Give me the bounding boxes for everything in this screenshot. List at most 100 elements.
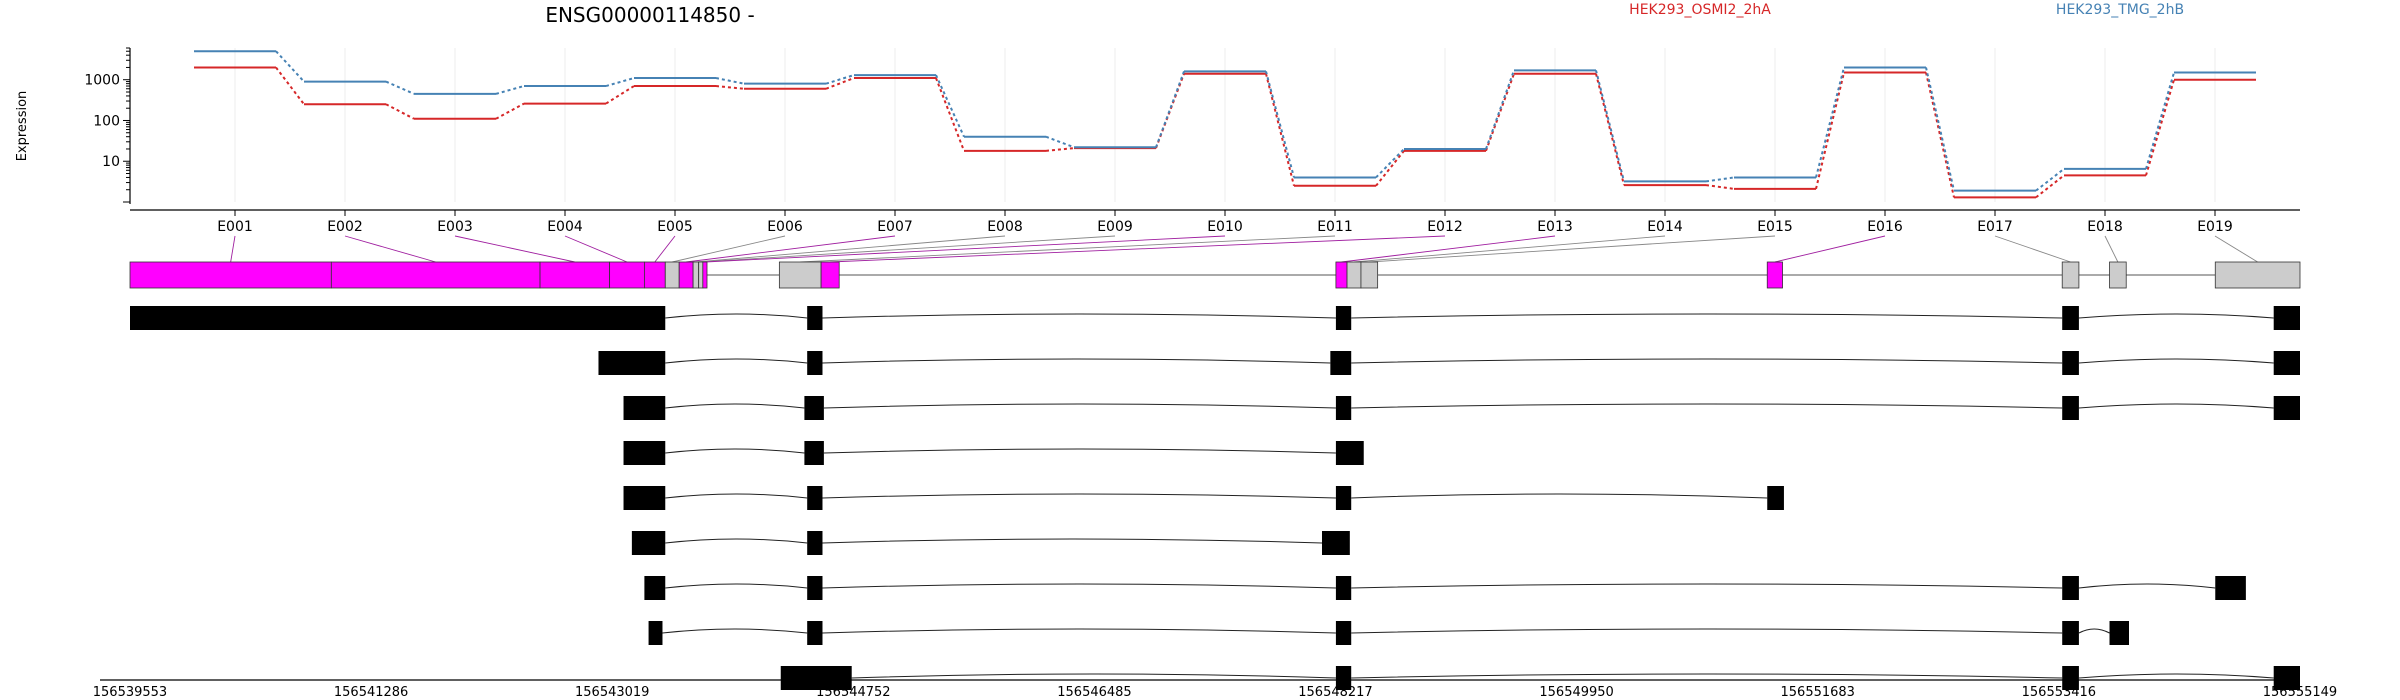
x-tick-label: E011 xyxy=(1317,219,1353,235)
exon-connector xyxy=(686,235,896,263)
transcript-exon xyxy=(598,351,666,375)
exon-E016 xyxy=(1766,261,1783,289)
transcript-exon xyxy=(1335,666,1352,690)
exon-connector xyxy=(1774,235,1886,263)
series-connector xyxy=(275,50,305,83)
transcript-exon xyxy=(2109,621,2129,645)
transcript-exon xyxy=(2215,576,2246,600)
transcript-exon xyxy=(1335,441,1364,465)
intron xyxy=(2078,583,2216,589)
series-connector xyxy=(1595,73,1625,186)
transcripts xyxy=(130,306,2300,690)
exon-connector xyxy=(672,235,786,263)
intron xyxy=(662,628,808,634)
legend: HEK293_OSMI2_2hA HEK293_TMG_2hB xyxy=(1629,2,2184,18)
x-tick-label: E003 xyxy=(437,219,473,235)
x-tick-label: E019 xyxy=(2197,219,2233,235)
exon-E015 xyxy=(1360,261,1379,289)
transcript-exon xyxy=(1335,396,1352,420)
genomic-axis: 156539553 156541286 156543019 156544752 1565… xyxy=(93,679,2337,700)
exon-E012 xyxy=(820,261,840,289)
intron xyxy=(822,313,1336,319)
exon-E009 xyxy=(698,261,704,289)
exon-connector xyxy=(695,235,1006,263)
transcript-exon xyxy=(2273,306,2300,330)
transcript-exon xyxy=(1335,306,1352,330)
intron xyxy=(2078,673,2274,679)
transcript xyxy=(623,396,2300,420)
x-tick-label: E010 xyxy=(1207,219,1243,235)
transcript-exon xyxy=(623,396,666,420)
y-tick-label: 100 xyxy=(93,113,120,129)
series-connector xyxy=(1925,67,1955,191)
exon-connector xyxy=(1353,235,1666,263)
exon-connector xyxy=(564,235,628,263)
transcript-exon xyxy=(2062,666,2079,690)
transcript xyxy=(598,351,2300,375)
series-connector xyxy=(1595,70,1625,182)
series-connector xyxy=(1925,72,1955,198)
transcript xyxy=(130,306,2300,330)
transcript-exon xyxy=(807,486,823,510)
exon-connector xyxy=(700,235,1116,263)
exon-connector xyxy=(654,235,676,263)
series-connector xyxy=(715,77,745,85)
series-connector xyxy=(935,77,965,152)
transcript-exon xyxy=(1335,621,1352,645)
gene-model xyxy=(129,261,2301,289)
exon-connector xyxy=(2214,235,2258,263)
transcript xyxy=(631,531,1350,555)
transcript-exon xyxy=(780,666,852,690)
transcript-exon xyxy=(623,441,666,465)
x-tick-label: E001 xyxy=(217,219,253,235)
chart-title: ENSG00000114850 - xyxy=(545,3,754,27)
transcript-exon xyxy=(2062,351,2079,375)
intron xyxy=(2078,403,2274,409)
series-connector xyxy=(385,80,415,95)
genomic-tick-label: 156555149 xyxy=(2263,685,2337,700)
legend-entry: HEK293_TMG_2hB xyxy=(2056,2,2184,18)
x-axis: E001 E002 E003 E004 E005 E006 E007 E008 E009 E010… xyxy=(130,209,2300,235)
exon-connector xyxy=(1369,235,1776,263)
exon-connectors xyxy=(230,235,2258,263)
genomic-tick-label: 156544752 xyxy=(816,685,890,700)
series-connector xyxy=(1705,184,1735,190)
series-connector xyxy=(385,103,415,120)
intron xyxy=(822,628,1336,634)
series-connector xyxy=(1155,71,1185,148)
intron xyxy=(823,403,1336,409)
exon-E004 xyxy=(609,261,645,289)
series-connector xyxy=(1815,72,1845,190)
intron xyxy=(1351,358,2063,364)
y-tick-label: 1000 xyxy=(84,73,120,89)
exon-connector xyxy=(230,235,236,263)
series-connector xyxy=(2035,168,2065,192)
transcript-exon xyxy=(1330,351,1352,375)
intron xyxy=(1351,313,2063,319)
transcript-exon xyxy=(648,621,663,645)
exon-E002 xyxy=(330,261,541,289)
transcript xyxy=(644,576,2246,600)
intron xyxy=(851,673,1336,679)
x-tick-label: E016 xyxy=(1867,219,1903,235)
exon-connector xyxy=(1341,235,1556,263)
genomic-tick-label: 156543019 xyxy=(575,685,649,700)
exon-connector xyxy=(800,235,1336,263)
plot-area xyxy=(194,50,2256,199)
genomic-tick-label: 156548217 xyxy=(1298,685,1372,700)
intron xyxy=(665,448,805,454)
exon-connector xyxy=(830,235,1446,263)
y-axis: 10 100 1000 xyxy=(84,47,131,204)
series-connector xyxy=(275,66,305,105)
series-connector xyxy=(495,85,525,95)
transcript-exon xyxy=(644,576,666,600)
exon-connector xyxy=(454,235,575,263)
series-connector xyxy=(935,74,965,138)
transcript-exon xyxy=(807,621,823,645)
exon-connector xyxy=(2104,235,2119,263)
y-tick-label: 10 xyxy=(102,154,120,170)
transcript-exon xyxy=(631,531,666,555)
exon-E005 xyxy=(643,261,666,289)
intron xyxy=(1351,673,2063,679)
x-tick-label: E004 xyxy=(547,219,583,235)
